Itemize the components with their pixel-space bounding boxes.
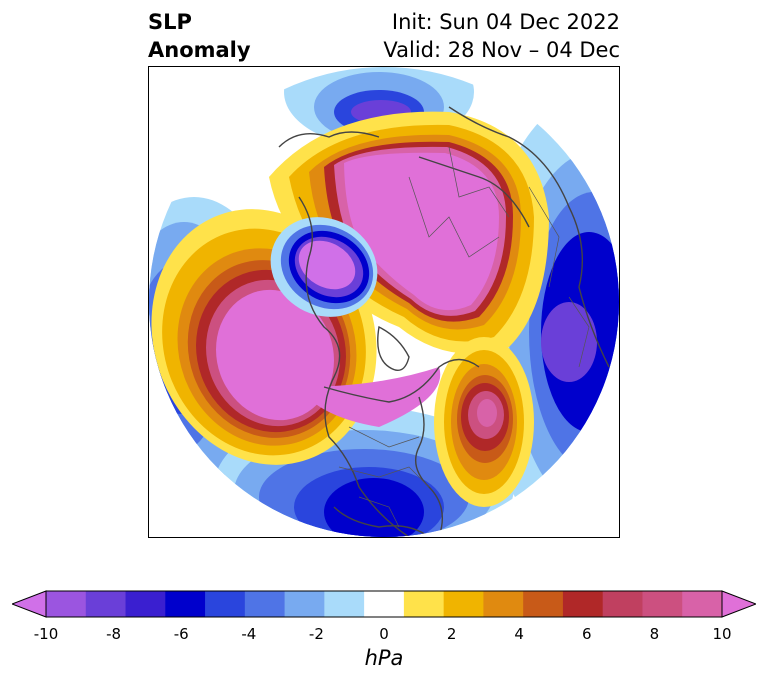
colorbar-tick-label: -10 <box>33 625 59 643</box>
coastlines <box>278 86 610 537</box>
colorbar-cell <box>523 591 564 617</box>
colorbar-cell <box>85 591 127 617</box>
colorbar-tick-label: 10 <box>712 625 732 643</box>
colorbar-cell <box>483 591 524 617</box>
colorbar-cell <box>403 591 445 617</box>
chart-title-left: SLP Anomaly <box>148 8 251 64</box>
colorbar-cell <box>46 591 87 617</box>
init-time: Init: Sun 04 Dec 2022 <box>391 10 620 34</box>
colorbar-cell <box>244 591 286 617</box>
title-type: Anomaly <box>148 38 251 62</box>
colorbar-extend-high <box>721 590 756 618</box>
colorbar-tick-label: 6 <box>582 625 592 643</box>
colorbar-tick-label: 2 <box>446 625 457 643</box>
atlantic-high-anomaly <box>434 337 534 507</box>
title-variable: SLP <box>148 10 192 34</box>
colorbar-unit-label: hPa <box>364 646 404 670</box>
chart-title-right: Init: Sun 04 Dec 2022 Valid: 28 Nov – 04… <box>383 8 620 64</box>
colorbar-tick-label: -6 <box>173 625 189 643</box>
borders <box>338 146 590 528</box>
colorbar-cell <box>364 591 405 617</box>
map-panel <box>148 66 620 538</box>
colorbar-cell <box>205 591 246 617</box>
colorbar-cell <box>125 591 166 617</box>
colorbar-tick-label: -4 <box>241 625 257 643</box>
colorbar-cell <box>602 591 643 617</box>
colorbar-extend-low <box>12 590 47 618</box>
colorbar-cell <box>682 591 723 617</box>
arctic-high-anomaly <box>269 111 549 354</box>
colorbar-cell <box>443 591 484 617</box>
colorbar-tick-label: -8 <box>106 625 122 643</box>
colorbar-cell <box>324 591 365 617</box>
colorbar-tick-label: 8 <box>649 625 660 643</box>
colorbar-cell <box>642 591 683 617</box>
valid-period: Valid: 28 Nov – 04 Dec <box>383 38 620 62</box>
colorbar-cell <box>284 591 325 617</box>
colorbar-tick-label: -2 <box>308 625 324 643</box>
canada-low-anomaly <box>270 217 378 317</box>
colorbar-tick-label: 4 <box>514 625 524 643</box>
colorbar <box>12 590 756 618</box>
colorbar-tick-label: 0 <box>379 625 389 643</box>
colorbar-cell <box>562 591 604 617</box>
colorbar-cell <box>165 591 206 617</box>
slp-anomaly-map <box>149 67 619 537</box>
